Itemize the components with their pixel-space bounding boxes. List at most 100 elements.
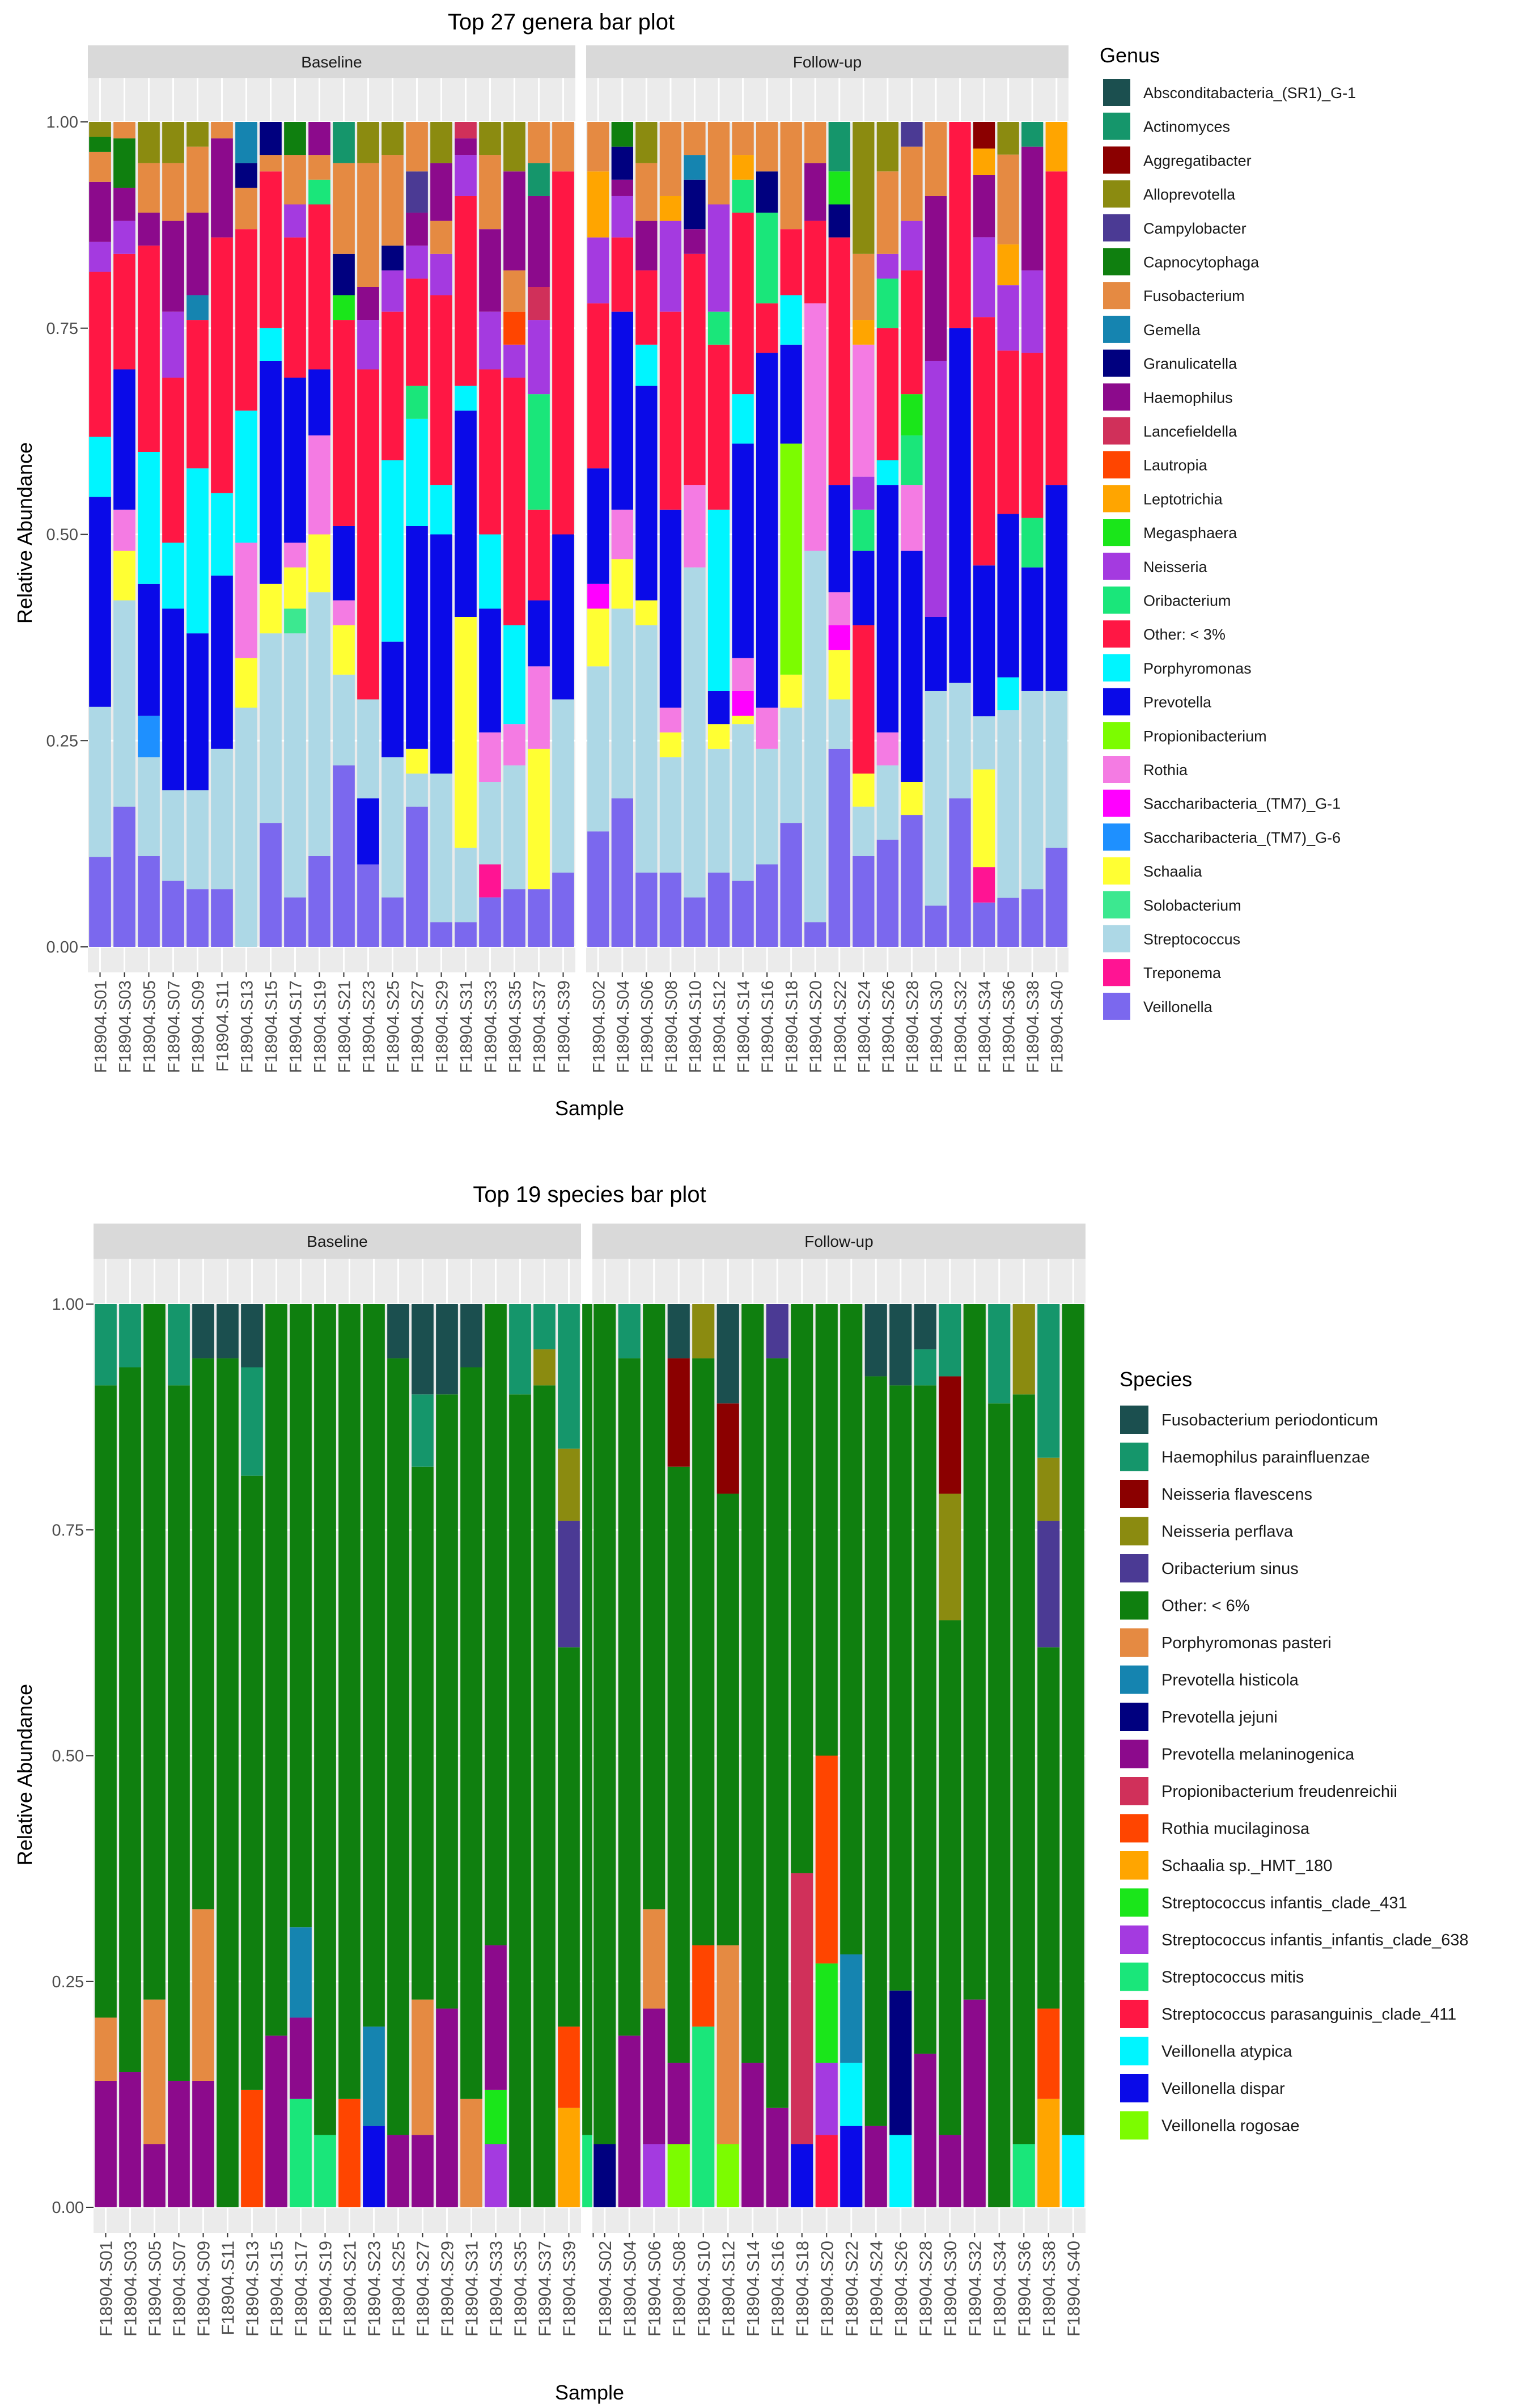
- bar-segment: [635, 122, 658, 163]
- bar-segment: [338, 1304, 361, 2099]
- bar-segment: [766, 1358, 788, 2108]
- bar-segment: [558, 2026, 580, 2108]
- bar-segment: [406, 246, 428, 279]
- bar-segment: [804, 922, 826, 947]
- x-tick-label: F18904.S29: [433, 980, 452, 1073]
- legend-swatch: [1102, 755, 1131, 784]
- bar-segment: [503, 171, 525, 270]
- bar-segment: [963, 1304, 986, 2000]
- bar-F18904.S35: [509, 1304, 531, 2207]
- legend-label: Streptococcus infantis_clade_431: [1161, 1894, 1407, 1912]
- bar-F18904.S09: [192, 1304, 214, 2207]
- bar-F18904.S32: [949, 122, 971, 947]
- legend-label: Veillonella atypica: [1161, 2043, 1292, 2061]
- x-tick-label: F18904.S03: [116, 980, 135, 1073]
- bar-segment: [260, 122, 282, 155]
- bar-segment: [479, 311, 501, 370]
- bar-F18904.S16: [756, 122, 778, 947]
- panel-background: [586, 78, 1069, 972]
- bar-segment: [528, 320, 550, 395]
- bar-segment: [889, 1304, 912, 1386]
- bar-segment: [260, 633, 282, 823]
- bar-segment: [235, 410, 257, 543]
- bar-segment: [290, 2017, 312, 2099]
- bar-segment: [780, 823, 802, 947]
- bar-segment: [741, 1304, 764, 2063]
- bar-segment: [162, 378, 184, 543]
- bar-segment: [387, 1358, 409, 2135]
- bar-segment: [997, 154, 1019, 245]
- x-tick-label: F18904.S02: [595, 2241, 615, 2337]
- x-tick-label: F18904.S18: [792, 2241, 812, 2337]
- bar-segment: [430, 253, 452, 295]
- legend-label: Rothia mucilaginosa: [1161, 1820, 1310, 1838]
- legend-swatch: [1102, 653, 1131, 683]
- bar-F18904.S14: [732, 122, 754, 947]
- legend-label: Megasphaera: [1143, 524, 1237, 541]
- legend-swatch: [1119, 1553, 1150, 1584]
- bar-segment: [840, 1954, 863, 2063]
- bar-segment: [308, 435, 330, 535]
- bar-segment: [284, 633, 306, 898]
- x-tick-label: F18904.S14: [743, 2241, 763, 2337]
- bar-segment: [138, 452, 160, 584]
- bar-segment: [973, 175, 995, 238]
- legend-label: Neisseria: [1143, 558, 1208, 575]
- bar-segment: [241, 1304, 263, 1368]
- legend-label: Fusobacterium: [1143, 287, 1245, 304]
- chart-title: Top 27 genera bar plot: [448, 10, 675, 35]
- bar-segment: [235, 658, 257, 708]
- bar-F18904.S23: [363, 1304, 385, 2207]
- bar-F18904.S01: [95, 1304, 117, 2207]
- bar-F18904.S26: [889, 1304, 912, 2207]
- bar-segment: [162, 221, 184, 312]
- bar-F18904.S11: [217, 1304, 239, 2207]
- bar-segment: [635, 873, 658, 947]
- bar-segment: [460, 1367, 482, 2099]
- bar-segment: [241, 1367, 263, 1476]
- legend-swatch: [1119, 2073, 1150, 2104]
- bar-segment: [381, 897, 404, 947]
- bar-segment: [333, 163, 355, 254]
- legend-label: Prevotella: [1143, 694, 1212, 711]
- bar-segment: [716, 1304, 739, 1404]
- bar-segment: [430, 922, 452, 947]
- bar-segment: [828, 122, 850, 172]
- bar-F18904.S24: [853, 122, 875, 947]
- x-tick-label: F18904.S39: [555, 980, 574, 1073]
- bar-segment: [876, 460, 899, 485]
- bar-F18904.S06: [643, 1304, 665, 2207]
- bar-segment: [308, 122, 330, 155]
- x-tick-label: F18904.S33: [482, 980, 501, 1073]
- legend-swatch: [1119, 1961, 1150, 1992]
- bar-segment: [901, 815, 923, 947]
- bar-segment: [460, 2098, 482, 2207]
- x-tick-label: F18904.S09: [189, 980, 208, 1073]
- bar-segment: [284, 378, 306, 543]
- bar-segment: [707, 311, 730, 345]
- x-tick-label: F18904.S24: [866, 2241, 886, 2337]
- legend-swatch: [1102, 687, 1131, 717]
- bar-segment: [635, 386, 658, 600]
- bar-segment: [1021, 146, 1044, 270]
- bar-segment: [815, 1304, 838, 1756]
- bar-F18904.S23: [357, 122, 379, 947]
- x-tick-label: F18904.S11: [218, 2241, 238, 2335]
- bar-F18904.S18: [780, 122, 802, 947]
- bar-segment: [479, 369, 501, 535]
- x-tick-label: F18904.S04: [620, 2241, 639, 2337]
- bar-segment: [479, 122, 501, 155]
- x-tick-label: F18904.S17: [291, 2241, 311, 2337]
- bar-segment: [455, 410, 477, 617]
- bar-F18904.S36: [997, 122, 1019, 947]
- bar-segment: [756, 748, 778, 865]
- bar-segment: [186, 213, 209, 295]
- bar-segment: [138, 163, 160, 213]
- bar-segment: [412, 1466, 434, 2000]
- bar-F18904.S17: [290, 1304, 312, 2207]
- legend-swatch: [1102, 788, 1131, 818]
- bar-segment: [211, 122, 233, 139]
- bar-segment: [113, 369, 135, 510]
- bar-segment: [593, 1304, 616, 2144]
- legend-label: Lancefieldella: [1143, 423, 1237, 440]
